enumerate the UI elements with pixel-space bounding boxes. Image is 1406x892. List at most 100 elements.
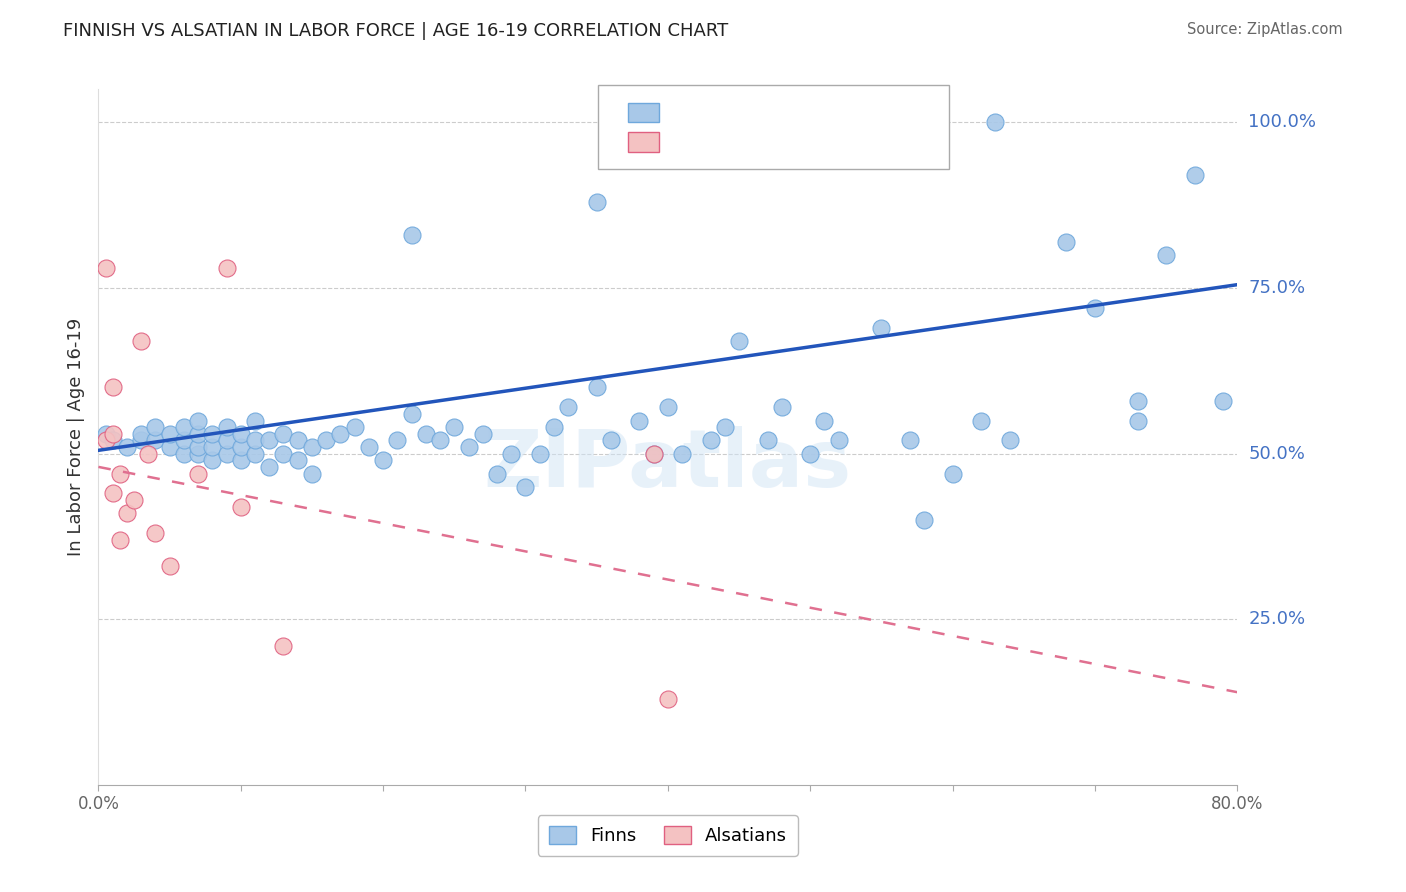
Text: R = -0.132: R = -0.132	[671, 133, 768, 151]
Point	[122, 493, 145, 508]
Point	[486, 467, 509, 481]
Point	[984, 115, 1007, 129]
Point	[145, 434, 167, 448]
Point	[215, 420, 238, 434]
Point	[243, 413, 266, 427]
Point	[756, 434, 779, 448]
Text: ZIPatlas: ZIPatlas	[484, 425, 852, 504]
Text: Source: ZipAtlas.com: Source: ZipAtlas.com	[1187, 22, 1343, 37]
Point	[159, 426, 181, 441]
Point	[1084, 301, 1107, 315]
Point	[145, 526, 167, 541]
Point	[94, 426, 117, 441]
Text: FINNISH VS ALSATIAN IN LABOR FORCE | AGE 16-19 CORRELATION CHART: FINNISH VS ALSATIAN IN LABOR FORCE | AGE…	[63, 22, 728, 40]
Point	[970, 413, 993, 427]
Y-axis label: In Labor Force | Age 16-19: In Labor Force | Age 16-19	[66, 318, 84, 557]
Point	[770, 401, 793, 415]
Point	[387, 434, 409, 448]
Point	[115, 440, 138, 454]
Text: N = 19: N = 19	[790, 133, 858, 151]
Point	[429, 434, 451, 448]
Point	[215, 261, 238, 276]
Point	[101, 426, 124, 441]
Point	[1126, 413, 1149, 427]
Text: N = 85: N = 85	[790, 103, 858, 121]
Point	[273, 426, 295, 441]
Text: 100.0%: 100.0%	[1249, 113, 1316, 131]
Point	[457, 440, 479, 454]
Point	[585, 194, 607, 209]
Point	[543, 420, 565, 434]
Point	[243, 434, 266, 448]
Point	[443, 420, 465, 434]
Text: 75.0%: 75.0%	[1249, 279, 1306, 297]
Point	[273, 447, 295, 461]
Point	[1126, 393, 1149, 408]
Point	[187, 467, 209, 481]
Point	[229, 453, 252, 467]
Point	[357, 440, 380, 454]
Point	[187, 426, 209, 441]
Point	[173, 434, 195, 448]
Legend: Finns, Alsatians: Finns, Alsatians	[538, 815, 797, 856]
Point	[415, 426, 437, 441]
Point	[215, 447, 238, 461]
Point	[287, 453, 309, 467]
Point	[942, 467, 965, 481]
Point	[301, 467, 323, 481]
Text: 50.0%: 50.0%	[1249, 444, 1305, 463]
Point	[101, 486, 124, 500]
Point	[94, 434, 117, 448]
Text: 25.0%: 25.0%	[1249, 610, 1306, 628]
Point	[201, 453, 224, 467]
Point	[728, 334, 751, 348]
Point	[159, 559, 181, 574]
Point	[229, 500, 252, 514]
Point	[529, 447, 551, 461]
Point	[657, 401, 679, 415]
Point	[501, 447, 523, 461]
Point	[515, 480, 537, 494]
Point	[643, 447, 665, 461]
Point	[215, 434, 238, 448]
Point	[1154, 248, 1177, 262]
Point	[898, 434, 921, 448]
Point	[329, 426, 352, 441]
Point	[201, 426, 224, 441]
Point	[259, 459, 281, 474]
Point	[401, 227, 423, 242]
Point	[159, 440, 181, 454]
Point	[145, 420, 167, 434]
Point	[101, 434, 124, 448]
Point	[173, 447, 195, 461]
Point	[136, 447, 159, 461]
Point	[557, 401, 579, 415]
Point	[229, 426, 252, 441]
Point	[471, 426, 494, 441]
Point	[699, 434, 721, 448]
Point	[229, 440, 252, 454]
Point	[259, 434, 281, 448]
Point	[187, 447, 209, 461]
Point	[998, 434, 1021, 448]
Point	[129, 434, 152, 448]
Point	[643, 447, 665, 461]
Point	[373, 453, 395, 467]
Point	[401, 407, 423, 421]
Point	[671, 447, 693, 461]
Point	[129, 426, 152, 441]
Point	[1056, 235, 1078, 249]
Point	[101, 380, 124, 394]
Point	[94, 261, 117, 276]
Point	[714, 420, 737, 434]
Point	[657, 691, 679, 706]
Point	[912, 513, 935, 527]
Point	[201, 440, 224, 454]
Point	[343, 420, 366, 434]
Point	[799, 447, 821, 461]
Point	[187, 413, 209, 427]
Point	[828, 434, 851, 448]
Point	[115, 506, 138, 520]
Point	[243, 447, 266, 461]
Point	[600, 434, 623, 448]
